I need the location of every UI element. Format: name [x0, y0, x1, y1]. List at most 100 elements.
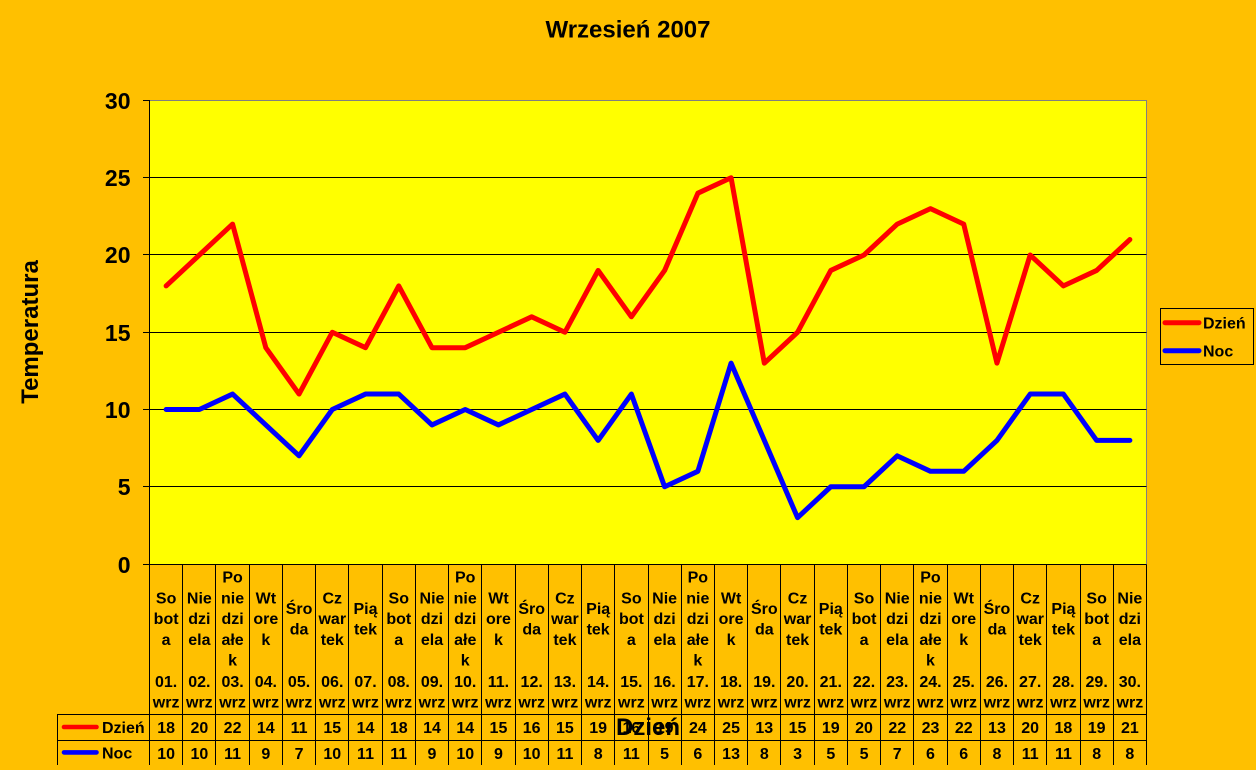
svg-text:11: 11 [623, 746, 640, 763]
svg-text:02.: 02. [188, 674, 210, 691]
svg-text:24: 24 [689, 720, 707, 737]
svg-text:wrz: wrz [152, 695, 180, 712]
svg-text:5: 5 [826, 746, 835, 763]
svg-text:0: 0 [118, 552, 131, 578]
svg-text:28.: 28. [1052, 674, 1074, 691]
svg-text:15: 15 [323, 720, 341, 737]
svg-text:da: da [290, 621, 309, 638]
svg-text:wrz: wrz [218, 695, 246, 712]
svg-text:a: a [394, 632, 403, 649]
svg-text:k: k [228, 653, 237, 670]
svg-text:ela: ela [653, 632, 675, 649]
svg-text:10: 10 [323, 746, 341, 763]
svg-text:10: 10 [105, 397, 131, 423]
svg-text:Cz: Cz [322, 590, 342, 607]
svg-text:k: k [261, 632, 270, 649]
svg-text:a: a [1092, 632, 1101, 649]
svg-text:dzi: dzi [687, 611, 709, 628]
svg-text:19: 19 [1088, 720, 1106, 737]
svg-text:20: 20 [855, 720, 873, 737]
svg-text:20: 20 [190, 720, 208, 737]
svg-text:k: k [461, 653, 470, 670]
svg-text:7: 7 [295, 746, 304, 763]
svg-text:19: 19 [656, 720, 674, 737]
svg-text:16: 16 [622, 720, 640, 737]
svg-text:11.: 11. [488, 674, 509, 691]
svg-text:14: 14 [423, 720, 441, 737]
svg-text:14: 14 [357, 720, 375, 737]
svg-text:18: 18 [157, 720, 175, 737]
svg-text:tek: tek [1052, 621, 1075, 638]
svg-text:a: a [162, 632, 171, 649]
svg-text:21: 21 [1121, 720, 1139, 737]
svg-text:ela: ela [188, 632, 210, 649]
svg-text:wrz: wrz [1082, 695, 1110, 712]
svg-text:22.: 22. [853, 674, 875, 691]
svg-text:wrz: wrz [1049, 695, 1077, 712]
svg-text:13: 13 [722, 746, 740, 763]
svg-text:Cz: Cz [555, 590, 575, 607]
svg-text:11: 11 [357, 746, 374, 763]
svg-text:wrz: wrz [351, 695, 379, 712]
svg-text:24.: 24. [919, 674, 941, 691]
svg-text:Dzień: Dzień [616, 714, 680, 741]
svg-text:Śro: Śro [518, 599, 545, 618]
svg-text:09.: 09. [421, 674, 443, 691]
svg-text:wrz: wrz [484, 695, 512, 712]
svg-text:20: 20 [1021, 720, 1039, 737]
svg-text:8: 8 [1092, 746, 1101, 763]
svg-text:tek: tek [553, 632, 576, 649]
svg-text:23.: 23. [886, 674, 908, 691]
svg-text:Dzień: Dzień [102, 720, 145, 737]
svg-text:22: 22 [888, 720, 906, 737]
svg-text:5: 5 [860, 746, 869, 763]
svg-text:19: 19 [589, 720, 607, 737]
svg-text:20: 20 [105, 242, 131, 268]
svg-text:8: 8 [594, 746, 603, 763]
svg-text:So: So [621, 590, 642, 607]
svg-text:Wt: Wt [256, 590, 277, 607]
svg-text:25: 25 [105, 165, 131, 191]
svg-text:bot: bot [1084, 611, 1110, 628]
svg-text:ore: ore [951, 611, 976, 628]
svg-text:Noc: Noc [1203, 344, 1233, 361]
svg-text:wrz: wrz [251, 695, 279, 712]
svg-text:wrz: wrz [285, 695, 313, 712]
svg-text:Noc: Noc [102, 745, 132, 762]
svg-text:12.: 12. [521, 674, 543, 691]
svg-text:14: 14 [456, 720, 474, 737]
svg-text:26.: 26. [986, 674, 1008, 691]
svg-text:wrz: wrz [684, 695, 712, 712]
svg-text:13: 13 [755, 720, 773, 737]
svg-text:wrz: wrz [384, 695, 412, 712]
svg-text:16.: 16. [653, 674, 675, 691]
svg-text:Śro: Śro [751, 599, 778, 618]
svg-text:22: 22 [224, 720, 242, 737]
svg-text:war: war [783, 611, 812, 628]
svg-text:11: 11 [224, 746, 241, 763]
svg-text:So: So [1086, 590, 1107, 607]
svg-text:5: 5 [660, 746, 669, 763]
svg-text:16: 16 [523, 720, 541, 737]
svg-text:wrz: wrz [916, 695, 944, 712]
svg-text:Wrzesień 2007: Wrzesień 2007 [546, 17, 711, 44]
svg-text:13.: 13. [554, 674, 576, 691]
svg-text:18: 18 [390, 720, 408, 737]
svg-text:nie: nie [686, 590, 709, 607]
svg-text:wrz: wrz [850, 695, 878, 712]
svg-text:wrz: wrz [185, 695, 213, 712]
svg-text:11: 11 [1022, 746, 1039, 763]
svg-text:ore: ore [253, 611, 278, 628]
svg-text:a: a [860, 632, 869, 649]
svg-text:Wt: Wt [954, 590, 975, 607]
svg-text:Śro: Śro [286, 599, 313, 618]
svg-text:ałe: ałe [454, 632, 476, 649]
svg-text:15: 15 [105, 320, 131, 346]
svg-text:19.: 19. [753, 674, 775, 691]
svg-text:k: k [727, 632, 736, 649]
svg-text:5: 5 [118, 474, 131, 500]
svg-text:ore: ore [486, 611, 511, 628]
svg-text:07.: 07. [354, 674, 376, 691]
svg-text:3: 3 [793, 746, 802, 763]
svg-text:29.: 29. [1086, 674, 1108, 691]
